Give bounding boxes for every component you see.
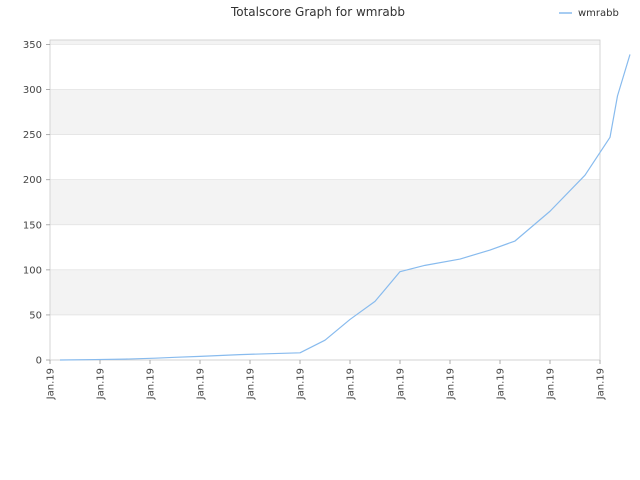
y-tick-label: 0 (36, 356, 42, 367)
plot-background (49, 39, 601, 361)
grid-band (50, 89, 600, 135)
y-tick-label: 300 (23, 85, 42, 96)
x-tick-label: Jan.19 (96, 368, 107, 400)
series-line-wmrabb (59, 54, 631, 361)
y-tick-label: 50 (29, 310, 42, 321)
x-tick-label: Jan.19 (346, 368, 357, 400)
x-tick-label: Jan.19 (246, 368, 257, 400)
grid-band (50, 40, 600, 45)
y-tick-label: 150 (23, 220, 42, 231)
x-tick-label: Jan.19 (546, 368, 557, 400)
x-tick-label: Jan.19 (296, 368, 307, 400)
chart-title: Totalscore Graph for wmrabb (230, 5, 405, 19)
x-axis: Jan.19 Jan.19 Jan.19 Jan.19 Jan.19 Jan.19 Jan.… (46, 360, 607, 400)
plot-border (49, 39, 601, 361)
x-tick-label: Jan.19 (496, 368, 507, 400)
grid-band (50, 179, 600, 225)
x-tick-label: Jan.19 (446, 368, 457, 400)
y-tick-label: 100 (23, 265, 42, 276)
legend-label: wmrabb (578, 8, 619, 19)
x-tick-label: Jan.19 (596, 368, 607, 400)
series-layer (59, 54, 631, 361)
x-tick-label: Jan.19 (396, 368, 407, 400)
y-axis: 0 50 100 150 200 250 300 350 (23, 40, 50, 367)
x-tick-label: Jan.19 (46, 368, 57, 400)
y-tick-label: 250 (23, 130, 42, 141)
legend: wmrabb (559, 8, 619, 19)
y-tick-label: 350 (23, 40, 42, 51)
grid-band (50, 269, 600, 315)
y-tick-label: 200 (23, 175, 42, 186)
x-tick-label: Jan.19 (146, 368, 157, 400)
x-tick-label: Jan.19 (196, 368, 207, 400)
